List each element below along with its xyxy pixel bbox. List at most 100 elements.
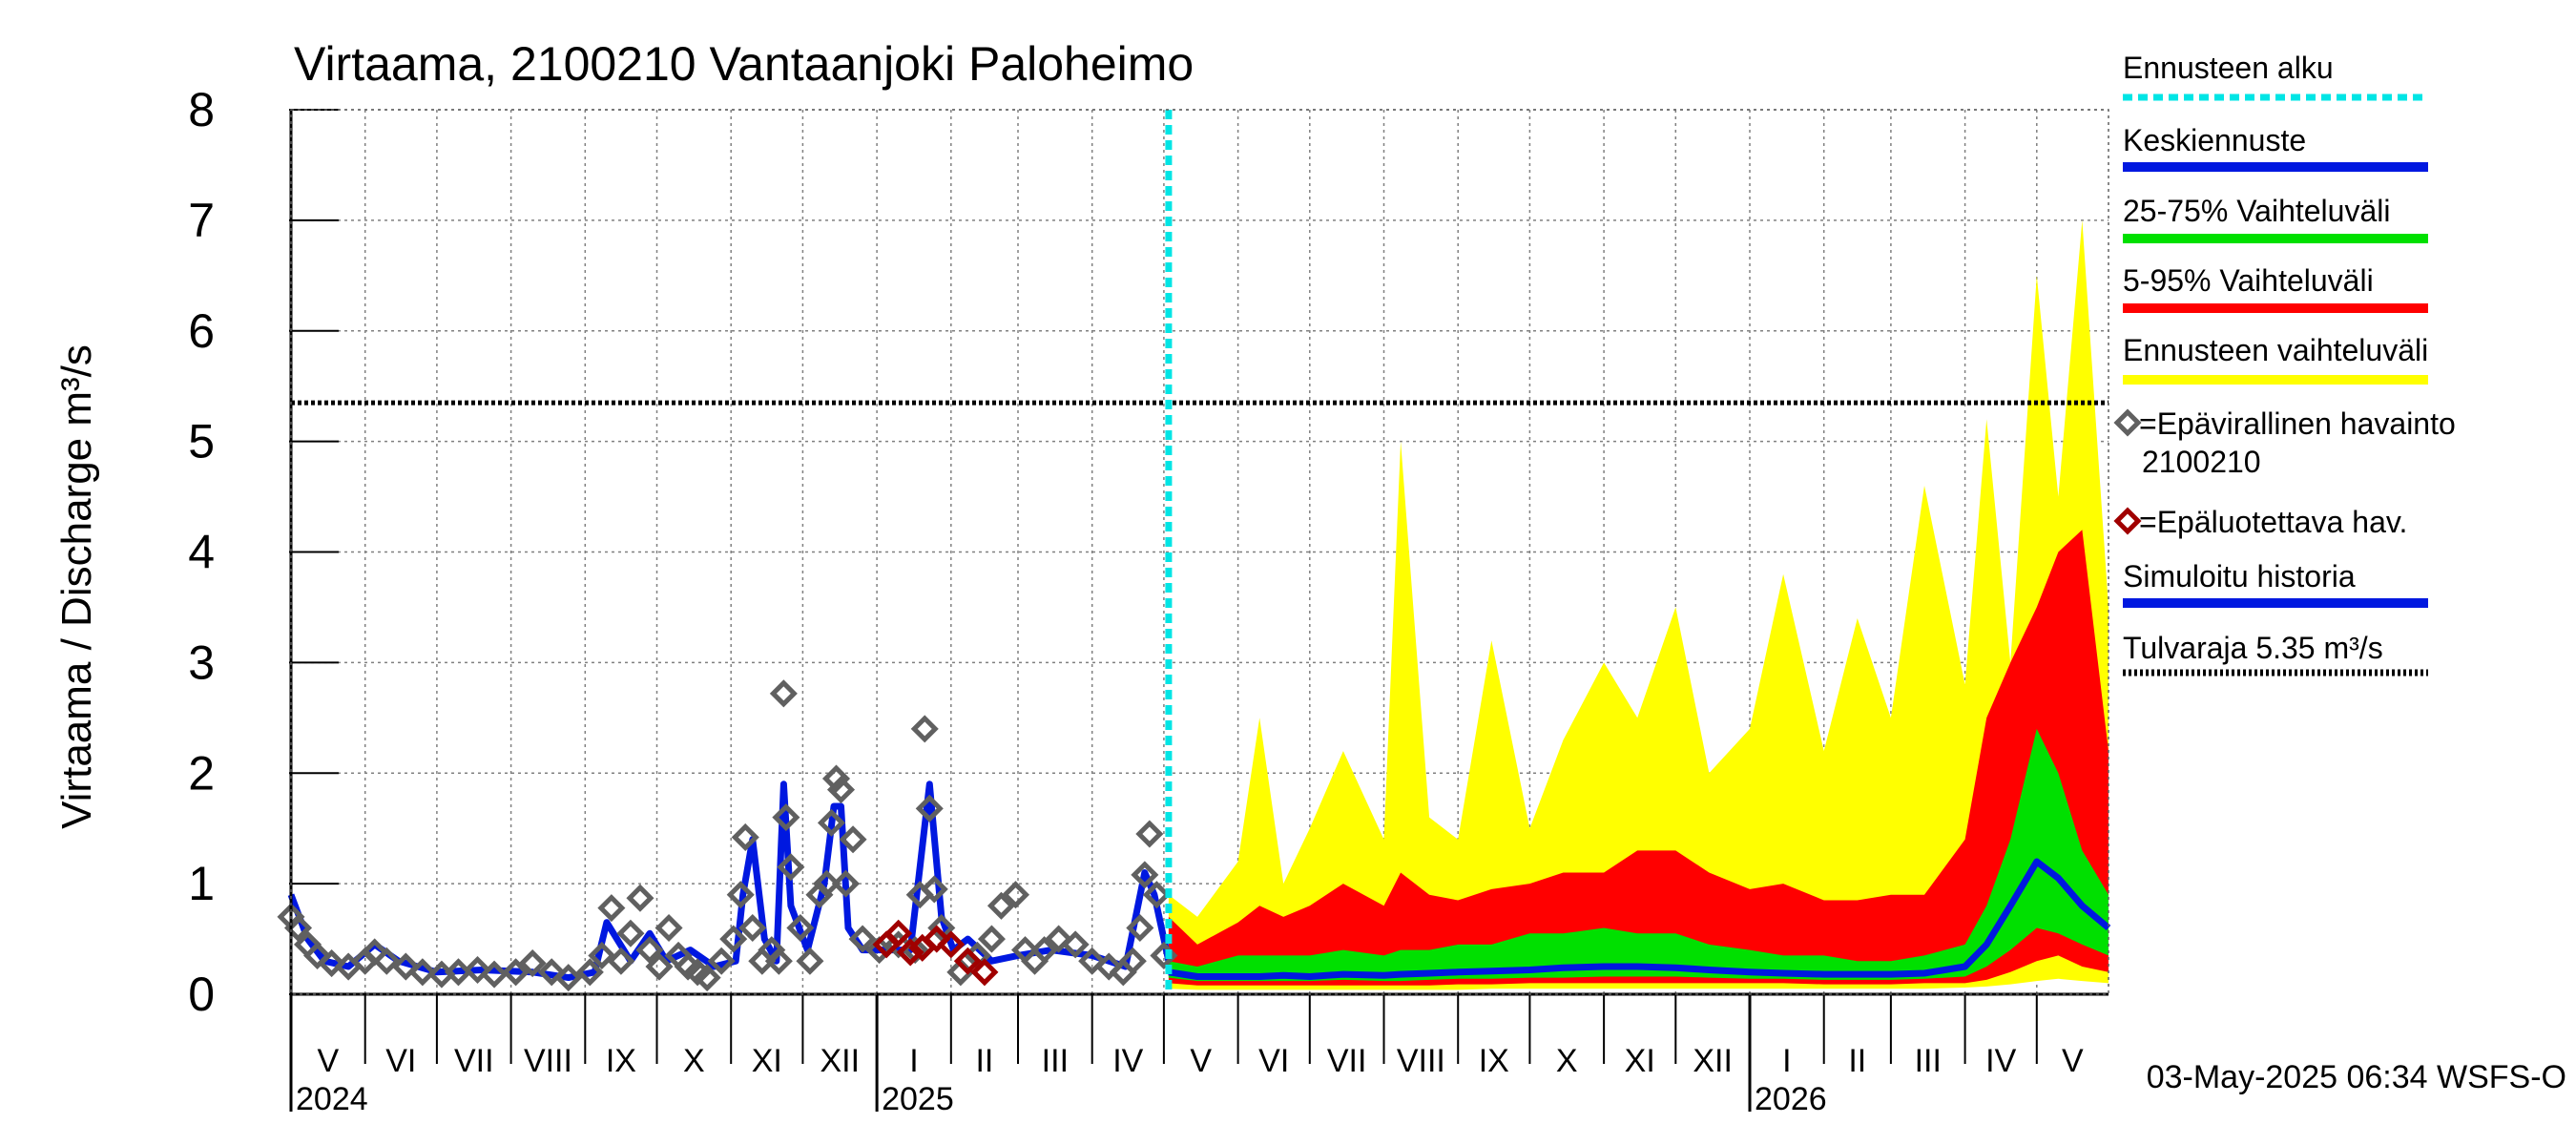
unreliable-observation-marker (896, 938, 924, 967)
unreliable-observation-marker (884, 919, 913, 947)
month-label: V (318, 1043, 340, 1079)
observation-marker (796, 947, 824, 975)
month-label: XI (1625, 1043, 1655, 1079)
observation-marker (1126, 913, 1154, 943)
observation-marker (626, 884, 654, 912)
month-label: XI (752, 1043, 782, 1079)
observation-marker (987, 891, 1015, 920)
observation-marker (480, 960, 509, 989)
y-tick-label: 2 (188, 746, 215, 800)
y-tick-label: 6 (188, 304, 215, 358)
legend-label: =Epäluotettava hav. (2139, 505, 2407, 539)
month-label: I (1782, 1043, 1791, 1079)
month-label: X (1556, 1043, 1578, 1079)
observation-marker (831, 869, 861, 898)
legend-sublabel: 2100210 (2142, 445, 2261, 479)
month-label: VI (1258, 1043, 1289, 1079)
month-label: I (909, 1043, 918, 1079)
unreliable-observation-marker (970, 958, 999, 987)
observation-marker (826, 776, 856, 804)
month-label: II (975, 1043, 993, 1079)
month-label: VII (454, 1043, 494, 1079)
observation-marker (635, 936, 664, 965)
legend-marker (2113, 408, 2142, 437)
year-label: 2024 (296, 1081, 368, 1117)
legend-label: 5-95% Vaihteluväli (2123, 263, 2374, 298)
month-label: V (1190, 1043, 1212, 1079)
observation-marker (575, 958, 604, 987)
observation-marker (518, 949, 547, 978)
legend-label: Ennusteen vaihteluväli (2123, 333, 2428, 367)
observation-marker (1061, 930, 1090, 959)
forecast-range-area (1168, 219, 2109, 990)
observation-marker (927, 913, 956, 943)
range-25-75-area (1168, 728, 2109, 982)
observation-marker (707, 947, 736, 975)
observation-marker (920, 875, 948, 904)
observation-marker (821, 764, 851, 793)
month-label: VIII (1397, 1043, 1445, 1079)
legend-label: Ennusteen alku (2123, 51, 2334, 85)
observation-marker (645, 952, 674, 981)
median-forecast-line (1168, 858, 2111, 980)
observation-marker (391, 952, 420, 981)
observation-marker (654, 913, 683, 943)
observation-marker (1001, 881, 1030, 909)
y-tick-label: 3 (188, 635, 215, 689)
observation-marker (738, 913, 767, 943)
month-label: VII (1327, 1043, 1367, 1079)
observation-marker (1118, 947, 1147, 975)
footer-timestamp: 03-May-2025 06:34 WSFS-O (2147, 1059, 2566, 1095)
observation-marker (764, 947, 793, 975)
unreliable-observation-marker (923, 925, 951, 953)
month-label: V (2062, 1043, 2084, 1079)
observation-marker (588, 941, 616, 969)
observation-marker (817, 808, 846, 837)
y-tick-label: 7 (188, 194, 215, 247)
month-label: X (683, 1043, 705, 1079)
month-label: IV (1985, 1043, 2016, 1079)
observation-marker (1131, 861, 1159, 889)
y-tick-label: 0 (188, 968, 215, 1021)
y-tick-label: 8 (188, 83, 215, 136)
observation-marker (1135, 820, 1164, 848)
legend-label: 25-75% Vaihteluväli (2123, 194, 2390, 228)
year-label: 2026 (1755, 1081, 1827, 1117)
observation-marker (1078, 947, 1107, 975)
legend-marker (2113, 507, 2142, 535)
legend-label: Keskiennuste (2123, 123, 2306, 157)
observation-marker (848, 925, 877, 953)
observation-marker (693, 964, 721, 992)
observation-marker (303, 941, 332, 969)
observation-marker (1045, 925, 1073, 953)
observation-marker (915, 794, 944, 822)
legend: Ennusteen alku Keskiennuste 25-75% Vaihtel… (2113, 51, 2456, 677)
observation-marker (786, 913, 815, 943)
observation-marker (597, 894, 626, 923)
observation-marker (726, 881, 755, 909)
observation-marker (502, 958, 530, 987)
unreliable-observation-marker (937, 930, 966, 959)
legend-label: Tulvaraja 5.35 m³/s (2123, 631, 2383, 665)
observation-marker (607, 947, 635, 975)
y-tick-label: 1 (188, 857, 215, 910)
month-label: XII (1693, 1043, 1733, 1079)
observation-marker (616, 919, 645, 947)
observation-marker (463, 955, 492, 985)
observation-marker (772, 803, 800, 832)
observation-marker (1030, 936, 1059, 965)
observation-marker (719, 925, 748, 953)
observation-marker (318, 949, 346, 978)
month-label: VIII (524, 1043, 572, 1079)
y-axis-label: Virtaama / Discharge m³/s (53, 344, 100, 829)
y-tick-label: 4 (188, 526, 215, 579)
observation-marker (777, 853, 805, 882)
unreliable-observation-marker (953, 947, 982, 975)
observation-marker (731, 822, 759, 851)
month-label: IX (606, 1043, 636, 1079)
observation-marker (554, 964, 583, 992)
month-label: II (1848, 1043, 1866, 1079)
observation-marker (910, 715, 939, 743)
